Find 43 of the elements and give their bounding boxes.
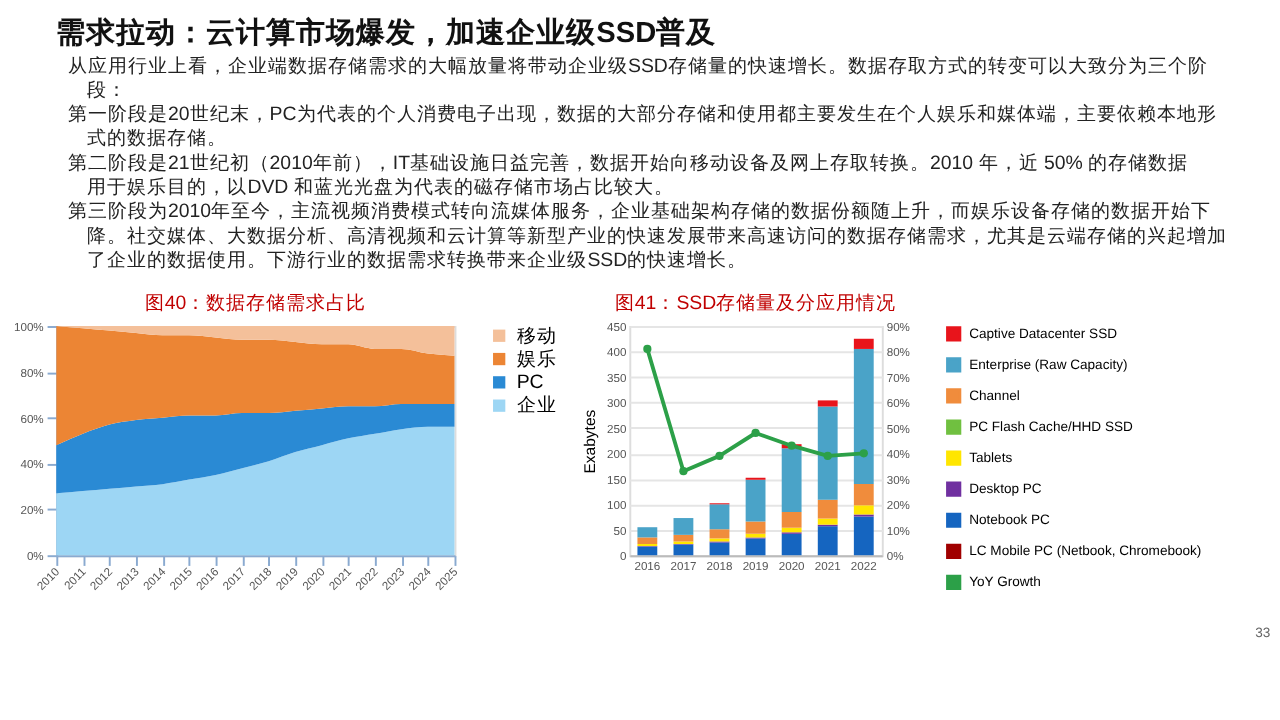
legend-label: PC xyxy=(516,372,544,395)
bar xyxy=(853,483,874,506)
bar xyxy=(853,338,874,349)
bar xyxy=(709,529,730,539)
bar xyxy=(637,546,658,556)
bar xyxy=(637,527,658,538)
bar xyxy=(853,348,874,484)
text: 第二阶段是21世纪初（2010年前），IT基础设施日益完善，数据开始向移动设备及网上存取转换。2010 年，近 50% 的存储数据用于娱乐目的，以DVD 和蓝光光盘为代表的磁存储市场占比较大。 xyxy=(67,150,1189,199)
chart-title: 图40：数据存储需求占比 xyxy=(144,290,367,315)
bar xyxy=(817,406,838,500)
point xyxy=(715,451,724,461)
text: 需求拉动：云计算市场爆发，加速企业级SSD普及 xyxy=(56,14,717,51)
bar xyxy=(781,448,802,512)
bar xyxy=(817,526,838,556)
text: 从应用行业上看，企业端数据存储需求的大幅放量将带动企业级SSD存储量的快速增长。数据存取方式的转变可以大致分为三个阶段： xyxy=(67,53,1208,102)
bar xyxy=(817,518,838,525)
point xyxy=(679,467,688,476)
text: 第三阶段为2010年至今，主流视频消费模式转向流媒体服务，企业基础架构存储的数据份额随上升，而娱乐设备存储的数据开始下降。社交媒体、大数据分析、高清视频和云计算等新型产业的快速发展带来高速访问的数据存储需求，尤其是云端存储的兴起增加了企业的数据使用。下游行业的数据需求转换带来企业级SSD的快速增长。 xyxy=(67,199,1228,272)
point xyxy=(787,441,796,450)
legend-label: 移动 xyxy=(516,323,557,348)
bar xyxy=(853,505,874,515)
bar xyxy=(853,516,874,556)
bar xyxy=(709,542,730,556)
bar xyxy=(745,538,766,556)
text: 第一阶段是20世纪末，PC为代表的个人消费电子出现，数据的大部分存储和使用都主要发生在个人娱乐和媒体端，主要依赖本地形式的数据存储。 xyxy=(67,102,1217,151)
y-axis-title: Exabytes xyxy=(581,409,600,474)
bar xyxy=(637,537,658,545)
bar xyxy=(781,511,802,528)
bar xyxy=(673,544,694,556)
point xyxy=(643,344,652,354)
bar xyxy=(817,400,838,407)
bar xyxy=(709,504,730,530)
bar xyxy=(673,518,694,535)
bar xyxy=(745,479,766,522)
bar xyxy=(817,499,838,519)
legend-label: 企业 xyxy=(516,393,557,418)
point xyxy=(859,449,868,458)
bar xyxy=(745,521,766,534)
legend-label: 娱乐 xyxy=(516,346,557,371)
chart-title: 图41：SSD存储量及分应用情况 xyxy=(614,290,897,315)
point xyxy=(751,428,760,438)
point xyxy=(823,451,832,461)
bar xyxy=(781,533,802,556)
